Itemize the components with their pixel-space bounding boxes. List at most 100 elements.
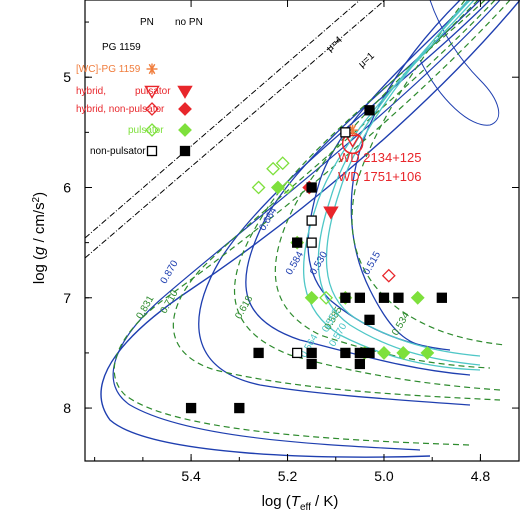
point-3-0 <box>381 268 396 283</box>
point-8-12 <box>364 314 375 325</box>
point-6-8 <box>420 345 435 360</box>
track-0831 <box>113 0 511 446</box>
legend-label-hybrid-nonpulsator: hybrid, non-pulsator <box>76 104 165 115</box>
point-5-1 <box>266 161 280 176</box>
track-label-0: 0.870 <box>159 258 181 286</box>
point-8-2 <box>185 402 197 414</box>
x-axis-unit: / K) <box>311 493 339 510</box>
point-0-0 <box>347 124 359 136</box>
legend-label-hybrid-pulsator-2: pulsator <box>135 86 171 97</box>
point-5-0 <box>251 180 266 195</box>
x-axis-sub: eff <box>300 502 311 513</box>
mu1-label: μ=1 <box>357 50 377 70</box>
legend-label-nonpulsator: non-pulsator <box>90 146 146 157</box>
track-0618 <box>233 0 501 391</box>
legend-marker-pn-4 <box>146 145 158 157</box>
point-8-14 <box>378 292 390 303</box>
legend-label-hybrid-pulsator: hybrid, <box>76 86 106 97</box>
point-7-3 <box>292 347 303 359</box>
point-7-2 <box>306 237 317 248</box>
mu4-line <box>85 0 361 239</box>
y-axis-g: g <box>31 246 48 255</box>
track-loop <box>419 0 500 126</box>
point-6-1 <box>304 290 319 305</box>
point-8-9 <box>354 292 366 303</box>
track-0534 <box>351 0 506 346</box>
legend-label-wc: [WC]-PG 1159 <box>76 64 141 75</box>
legend-group-header: PG 1159 <box>102 42 141 53</box>
track-label-8: 0.515 <box>361 249 383 277</box>
wd2134-label: WD 2134+125 <box>338 150 421 165</box>
point-5-3 <box>280 180 295 195</box>
point-6-7 <box>396 345 411 360</box>
x-tick-label-2: 5.0 <box>374 468 394 484</box>
track-0515 <box>350 0 461 346</box>
legend-header-pn: PN <box>140 17 154 28</box>
track-label-5: 0.584 <box>284 249 306 277</box>
track-0710 <box>172 0 501 401</box>
point-8-0 <box>364 105 375 116</box>
point-8-8 <box>340 347 351 359</box>
y-tick-label-2: 7 <box>63 290 71 306</box>
x-tick-label-0: 5.4 <box>181 468 201 484</box>
legend-marker-nopn-4 <box>179 145 191 157</box>
legend-marker-nopn-2 <box>178 102 192 116</box>
y-axis-unit: / cm/s <box>31 202 48 246</box>
point-8-10 <box>354 347 366 359</box>
point-7-0 <box>340 127 351 138</box>
point-8-6 <box>306 358 317 370</box>
point-8-11 <box>354 358 366 370</box>
track-0870b <box>112 0 501 451</box>
track-0570 <box>302 0 481 371</box>
wd1751-label: WD 1751+106 <box>338 169 421 184</box>
point-8-16 <box>436 292 447 303</box>
track-0870 <box>100 0 520 458</box>
legend-header-nopn: no PN <box>175 17 203 28</box>
track-label-9: 0.534 <box>390 310 412 338</box>
point-8-17 <box>292 237 303 248</box>
point-7-1 <box>306 215 317 226</box>
point-2-0 <box>323 206 339 220</box>
point-8-1 <box>306 182 317 193</box>
y-axis-log: log ( <box>31 255 48 284</box>
point-8-13 <box>364 347 375 359</box>
y-tick-label-1: 6 <box>63 179 71 195</box>
y-axis-sup: 2 <box>31 196 42 202</box>
y-tick-label-3: 8 <box>63 400 71 416</box>
evolutionary-tracks <box>85 0 520 458</box>
legend-marker-nopn-1 <box>177 85 193 99</box>
point-8-7 <box>340 292 351 303</box>
y-axis-close: ) <box>31 192 48 197</box>
point-5-4 <box>319 290 334 305</box>
y-tick-label-0: 5 <box>63 69 71 85</box>
data-markers <box>185 105 447 414</box>
point-6-4 <box>410 290 425 305</box>
point-8-15 <box>393 292 404 303</box>
x-axis-log: log ( <box>262 493 291 510</box>
legend-marker-pn-1 <box>144 85 160 99</box>
legend-markers <box>144 63 193 157</box>
x-tick-label-1: 5.2 <box>278 468 298 484</box>
point-8-5 <box>306 347 317 359</box>
x-tick-label-3: 4.8 <box>471 468 491 484</box>
legend-marker-nopn-3 <box>178 123 192 137</box>
track-0585 <box>274 0 491 369</box>
track-label-2: 0.710 <box>159 288 181 316</box>
point-5-2 <box>275 156 290 171</box>
y-axis-title: log (g / cm/s2) <box>31 192 48 284</box>
x-axis-title: log (Teff / K) <box>262 493 339 513</box>
axis-ticks: 5.4 5.2 5.0 4.8 5 6 7 8 <box>63 0 519 484</box>
x-axis-t: T <box>291 493 302 510</box>
legend-marker-pn-2 <box>145 102 159 116</box>
point-1-0 <box>344 134 361 148</box>
legend-marker-pn-3 <box>145 123 159 137</box>
track-0664 <box>198 0 491 406</box>
legend: PN no PN PG 1159 [WC]-PG 1159 hybrid, pu… <box>76 17 203 157</box>
point-6-6 <box>377 345 391 360</box>
plot-frame <box>84 0 520 462</box>
point-6-0 <box>270 180 285 195</box>
legend-marker-pn-0 <box>146 63 158 75</box>
point-8-4 <box>253 347 264 359</box>
point-8-3 <box>234 402 245 414</box>
